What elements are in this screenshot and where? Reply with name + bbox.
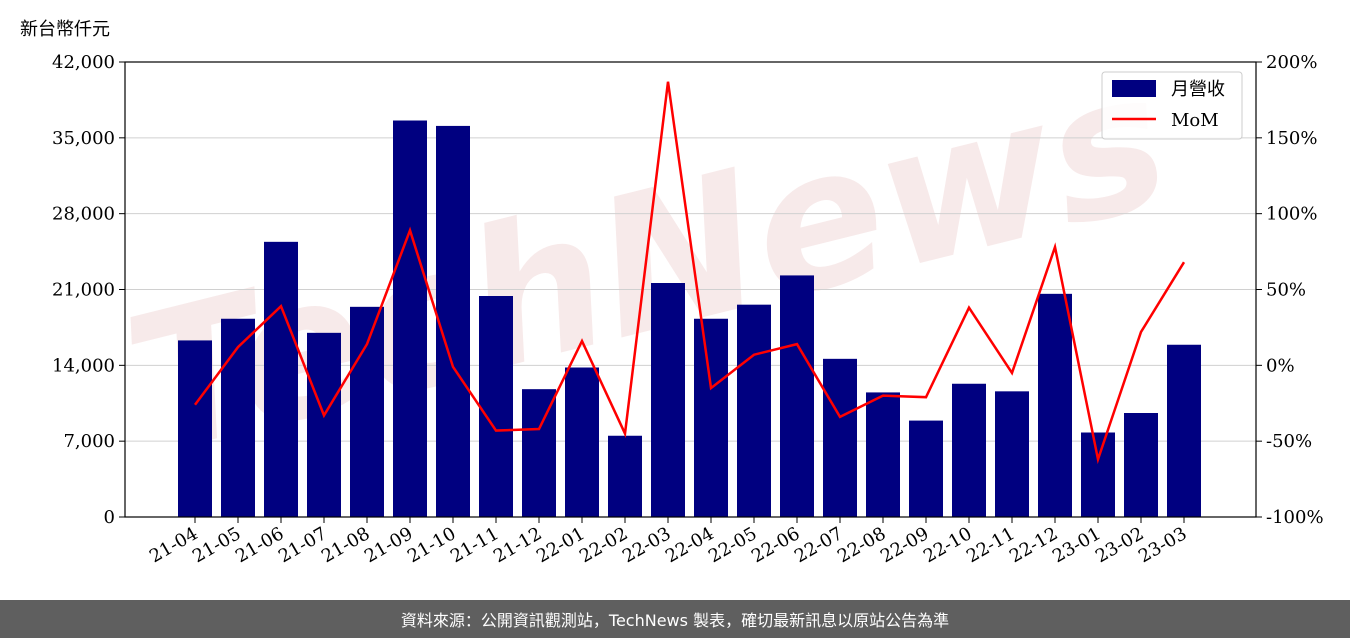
x-tick-label: 22-09 bbox=[877, 523, 932, 567]
revenue-chart: TechNews 新台幣仟元 07,00014,00021,00028,0003… bbox=[20, 19, 1324, 567]
y-right-tick-label: 50% bbox=[1266, 280, 1306, 301]
x-tick-label: 22-07 bbox=[791, 523, 846, 567]
bar-23-03 bbox=[1167, 344, 1201, 517]
y-right-tick-label: -50% bbox=[1266, 431, 1312, 452]
x-tick-label: 22-12 bbox=[1006, 523, 1061, 567]
legend-label-revenue: 月營收 bbox=[1171, 79, 1225, 100]
bar-21-07 bbox=[307, 332, 341, 517]
bar-22-06 bbox=[780, 275, 814, 517]
mom-line bbox=[193, 81, 1186, 465]
x-tick-label: 21-06 bbox=[232, 523, 287, 567]
x-tick-label: 23-02 bbox=[1092, 523, 1147, 567]
bar-21-11 bbox=[479, 296, 513, 517]
x-tick-label: 21-07 bbox=[275, 523, 330, 567]
y-left-tick-label: 35,000 bbox=[52, 128, 115, 149]
bar-22-02 bbox=[608, 435, 642, 517]
x-tick-label: 21-10 bbox=[404, 523, 459, 567]
legend-label-mom: MoM bbox=[1171, 110, 1219, 131]
x-tick-label: 23-01 bbox=[1049, 523, 1104, 567]
bar-22-01 bbox=[565, 367, 599, 517]
y-right-tick-label: 100% bbox=[1266, 204, 1317, 225]
x-axis: 21-0421-0521-0621-0721-0821-0921-1021-11… bbox=[146, 517, 1191, 567]
bar-21-10 bbox=[436, 125, 470, 518]
bar-22-08 bbox=[866, 392, 900, 517]
unit-label: 新台幣仟元 bbox=[20, 19, 110, 40]
legend: 月營收 MoM bbox=[1101, 71, 1243, 140]
x-tick-label: 22-05 bbox=[705, 523, 760, 567]
x-tick-label: 22-06 bbox=[748, 523, 803, 567]
x-tick-label: 23-03 bbox=[1135, 523, 1190, 567]
source-footer: 資料來源：公開資訊觀測站，TechNews 製表，確切最新訊息以原站公告為準 bbox=[0, 600, 1350, 638]
bar-21-12 bbox=[522, 389, 556, 517]
bar-21-04 bbox=[178, 340, 212, 517]
bar-22-05 bbox=[737, 304, 771, 517]
bar-22-07 bbox=[823, 358, 857, 517]
bar-21-08 bbox=[350, 306, 384, 517]
x-tick-label: 21-11 bbox=[447, 523, 502, 567]
y-left-tick-label: 42,000 bbox=[52, 52, 115, 73]
y-left-tick-label: 21,000 bbox=[52, 280, 115, 301]
bar-22-03 bbox=[651, 283, 685, 517]
y-right-tick-label: -100% bbox=[1266, 507, 1324, 528]
y-left-tick-label: 14,000 bbox=[52, 355, 115, 376]
y-left-tick-label: 0 bbox=[104, 507, 115, 528]
x-tick-label: 22-02 bbox=[576, 523, 631, 567]
x-tick-label: 22-01 bbox=[533, 523, 588, 567]
y-axis-left: 0 7,000 14,000 21,000 28,000 35,000 42,000 bbox=[52, 52, 125, 528]
bar-23-01 bbox=[1081, 432, 1115, 517]
bar-22-11 bbox=[995, 391, 1029, 517]
x-tick-label: 22-10 bbox=[920, 523, 975, 567]
x-tick-label: 21-09 bbox=[361, 523, 416, 567]
bar-21-06 bbox=[264, 241, 298, 518]
bar-22-04 bbox=[694, 318, 728, 517]
y-right-tick-label: 0% bbox=[1266, 355, 1295, 376]
y-right-tick-label: 200% bbox=[1266, 52, 1317, 73]
bar-23-02 bbox=[1124, 413, 1158, 517]
x-tick-label: 21-04 bbox=[146, 523, 201, 567]
x-tick-label: 22-08 bbox=[834, 523, 889, 567]
x-tick-label: 22-11 bbox=[963, 523, 1018, 567]
x-tick-label: 22-03 bbox=[619, 523, 674, 567]
x-tick-label: 22-04 bbox=[662, 523, 717, 567]
line-series bbox=[193, 81, 1186, 465]
bar-22-09 bbox=[909, 420, 943, 517]
x-tick-label: 21-08 bbox=[318, 523, 373, 567]
legend-swatch-revenue bbox=[1112, 80, 1156, 97]
y-left-tick-label: 28,000 bbox=[52, 204, 115, 225]
bar-series bbox=[178, 120, 1201, 518]
x-tick-label: 21-12 bbox=[490, 523, 545, 567]
bar-22-10 bbox=[952, 383, 986, 517]
y-left-tick-label: 7,000 bbox=[63, 431, 115, 452]
bar-22-12 bbox=[1038, 293, 1072, 517]
y-right-tick-label: 150% bbox=[1266, 128, 1317, 149]
x-tick-label: 21-05 bbox=[189, 523, 244, 567]
y-axis-right: -100% -50% 0% 50% 100% 150% 200% bbox=[1256, 52, 1324, 528]
bar-21-09 bbox=[393, 120, 427, 517]
bar-21-05 bbox=[221, 318, 255, 517]
